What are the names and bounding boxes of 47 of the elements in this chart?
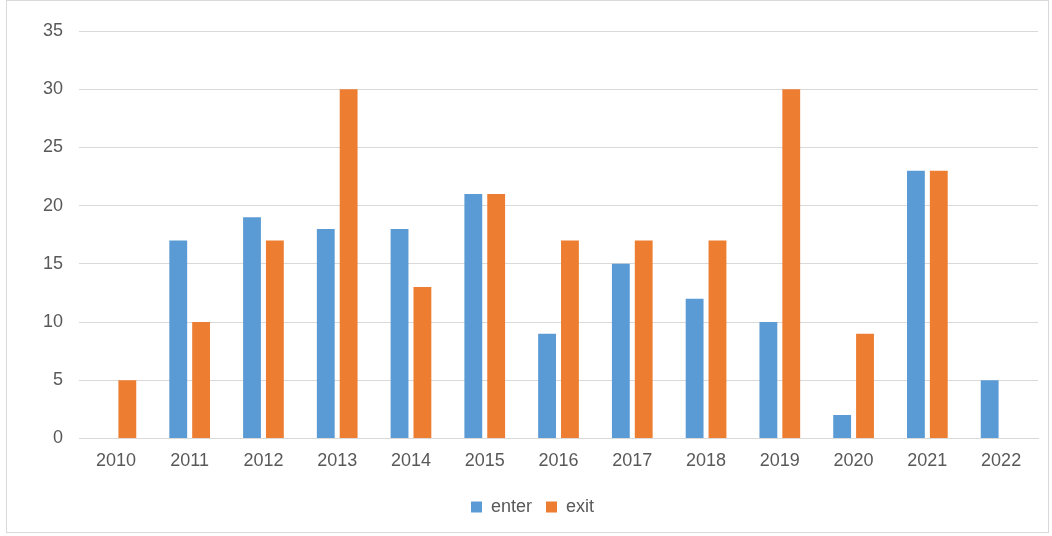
bar	[192, 322, 211, 438]
bar	[339, 89, 358, 438]
x-tick-label: 2015	[464, 450, 505, 471]
bar	[561, 240, 579, 438]
y-tick-label: 25	[42, 136, 64, 157]
bar	[833, 415, 852, 438]
bar	[169, 240, 188, 438]
x-tick-label: 2012	[243, 450, 284, 471]
x-tick-label: 2018	[686, 450, 727, 471]
bar	[390, 228, 409, 438]
y-tick-label: 15	[42, 252, 64, 273]
bar	[118, 380, 137, 438]
x-tick-label: 2013	[317, 450, 358, 471]
bar	[708, 240, 727, 438]
bar	[907, 170, 925, 438]
bar	[759, 322, 778, 438]
legend-label: exit	[566, 495, 595, 516]
x-tick-label: 2010	[95, 450, 136, 471]
bar	[980, 380, 999, 438]
x-tick-label: 2014	[390, 450, 431, 471]
bar	[487, 193, 506, 438]
y-tick-label: 5	[53, 369, 64, 390]
bar	[464, 193, 483, 438]
y-tick-label: 20	[42, 194, 64, 215]
bar	[856, 333, 874, 438]
bar	[538, 333, 556, 438]
y-tick-label: 0	[53, 427, 64, 448]
bar	[929, 170, 948, 438]
bar	[243, 217, 261, 438]
bar	[316, 228, 335, 438]
x-tick-label: 2022	[981, 450, 1022, 471]
x-tick-label: 2021	[907, 450, 948, 471]
bar	[611, 263, 630, 438]
bar	[413, 287, 432, 438]
bar	[634, 240, 653, 438]
bar	[265, 240, 284, 438]
y-tick-label: 10	[42, 310, 64, 331]
y-tick-label: 35	[42, 19, 64, 40]
bar	[685, 298, 704, 438]
x-tick-label: 2017	[612, 450, 653, 471]
legend-label: enter	[490, 495, 533, 516]
x-tick-label: 2011	[170, 450, 210, 471]
y-tick-label: 30	[42, 78, 64, 99]
x-tick-label: 2019	[759, 450, 800, 471]
bar	[782, 89, 801, 438]
x-tick-label: 2020	[833, 450, 874, 471]
x-tick-label: 2016	[538, 450, 579, 471]
